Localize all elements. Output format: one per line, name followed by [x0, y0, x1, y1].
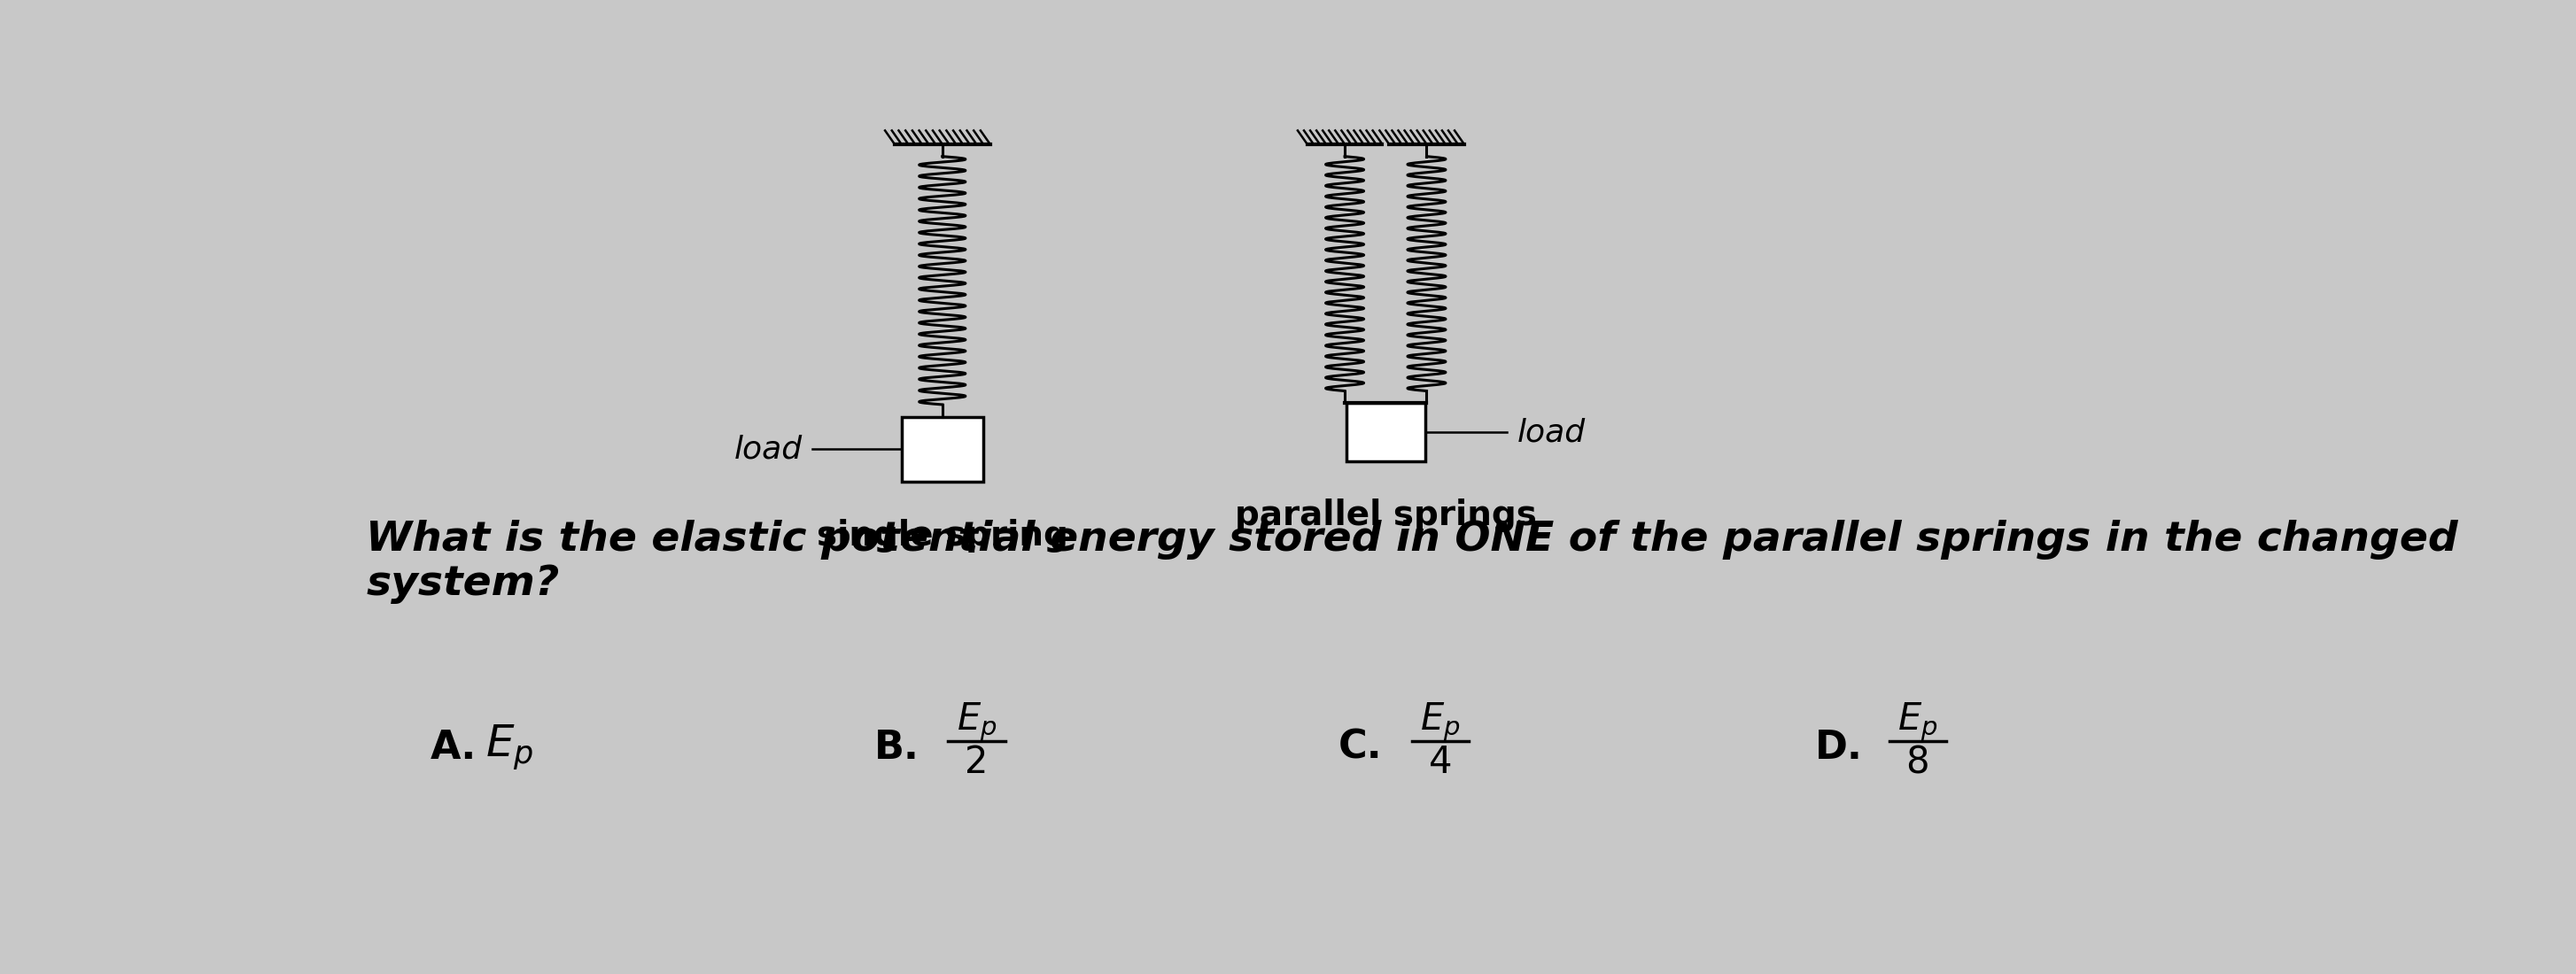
- Text: $E_p$: $E_p$: [1899, 700, 1937, 743]
- Text: 4: 4: [1430, 744, 1453, 781]
- Text: C.: C.: [1337, 729, 1381, 767]
- Text: What is the elastic potential energy stored in ONE of the parallel springs in th: What is the elastic potential energy sto…: [366, 520, 2458, 559]
- Text: 2: 2: [966, 744, 989, 781]
- Text: load: load: [734, 434, 804, 465]
- Text: system?: system?: [366, 564, 559, 604]
- Text: $E_p$: $E_p$: [956, 700, 997, 743]
- Text: single spring: single spring: [817, 519, 1069, 553]
- Text: $E_p$: $E_p$: [1419, 700, 1461, 743]
- Text: $E_p$: $E_p$: [484, 723, 533, 772]
- Bar: [1347, 403, 1425, 462]
- Bar: [902, 417, 984, 482]
- Text: parallel springs: parallel springs: [1234, 499, 1538, 533]
- Text: load: load: [1517, 417, 1584, 447]
- Text: A.: A.: [430, 729, 477, 767]
- Text: 8: 8: [1906, 744, 1929, 781]
- Text: D.: D.: [1816, 729, 1862, 767]
- Text: B.: B.: [873, 729, 920, 767]
